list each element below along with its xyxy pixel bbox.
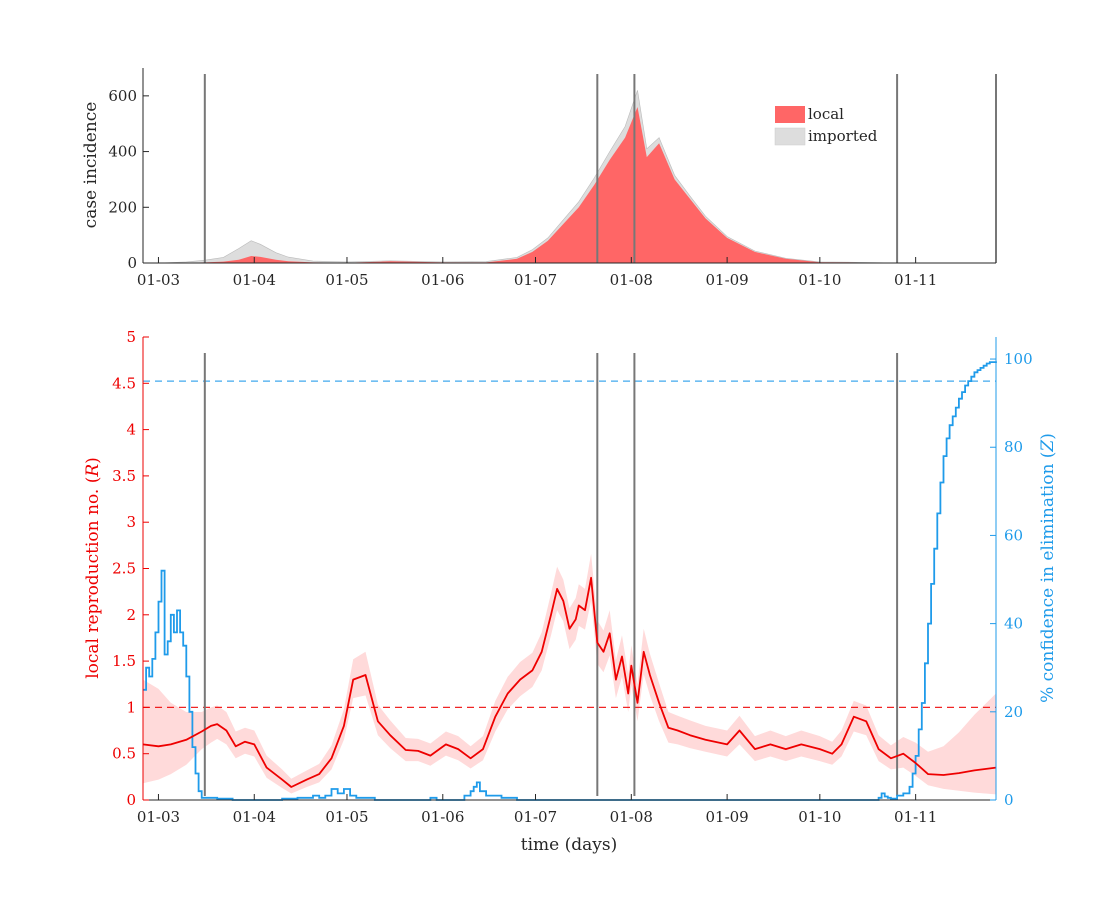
reproduction-event-lines	[203, 353, 899, 796]
y-tick-label: 2.5	[112, 560, 136, 578]
y-tick-label: 1.5	[112, 652, 136, 670]
x-axis-label: time (days)	[521, 835, 617, 855]
z-y-label: % confidence in elimination (Z)	[1038, 433, 1058, 703]
y-tick-label: 400	[108, 143, 137, 161]
legend-label-local: local	[808, 105, 844, 123]
y-tick-label: 2	[126, 606, 136, 624]
reproduction-x-ticks: 01-03 01-04 01-05 01-06 01-07 01-08 01-09 01-10…	[137, 794, 937, 826]
x-tick-label: 01-08	[610, 808, 653, 826]
incidence-x-ticks: 01-03 01-04 01-05 01-06 01-07 01-08 01-09 01-10…	[137, 257, 937, 289]
x-tick-label: 01-06	[421, 271, 464, 289]
incidence-areas	[158, 90, 997, 264]
reproduction-panel: 0 0.5 1 1.5 2 2.5 3 3.5 4 4.5 5 0 20 40 60 80 100 01-03…	[83, 328, 1058, 855]
incidence-event-lines	[203, 74, 997, 263]
y-tick-label: 200	[108, 198, 137, 216]
z-series-line	[143, 361, 997, 801]
incidence-y-ticks: 0 200 400 600	[108, 87, 149, 272]
r-series-line	[142, 576, 997, 788]
x-tick-label: 01-04	[233, 271, 276, 289]
y2-tick-label: 20	[1004, 703, 1023, 721]
y-tick-label: 4.5	[112, 374, 136, 392]
x-tick-label: 01-11	[894, 271, 937, 289]
y2-tick-label: 40	[1004, 615, 1023, 633]
y-tick-label: 0	[127, 254, 137, 272]
x-tick-label: 01-08	[610, 271, 653, 289]
r-band-area	[143, 553, 996, 795]
y-tick-label: 0.5	[112, 745, 136, 763]
z-y-ticks: 0 20 40 60 80 100	[990, 350, 1033, 809]
x-tick-label: 01-09	[705, 271, 748, 289]
r-y-label: local reproduction no. (R)	[83, 457, 103, 679]
x-tick-label: 01-07	[514, 808, 557, 826]
reference-lines	[143, 380, 996, 709]
incidence-axes	[142, 68, 996, 264]
r-credible-band	[143, 553, 996, 795]
y-tick-label: 3.5	[112, 467, 136, 485]
y2-tick-label: 0	[1004, 791, 1014, 809]
y-tick-label: 1	[126, 698, 136, 716]
r-y-ticks: 0 0.5 1 1.5 2 2.5 3 3.5 4 4.5 5	[112, 328, 149, 809]
y2-tick-label: 60	[1004, 526, 1023, 544]
x-tick-label: 01-10	[798, 808, 841, 826]
series-lines	[142, 361, 997, 801]
x-tick-label: 01-03	[137, 808, 180, 826]
local-area	[158, 107, 997, 263]
x-tick-label: 01-07	[514, 271, 557, 289]
x-tick-label: 01-11	[894, 808, 937, 826]
y2-tick-label: 100	[1004, 350, 1033, 368]
x-tick-label: 01-03	[137, 271, 180, 289]
y-tick-label: 4	[126, 421, 136, 439]
x-tick-label: 01-05	[325, 271, 368, 289]
legend-label-imported: imported	[808, 127, 878, 145]
x-tick-label: 01-04	[233, 808, 276, 826]
y-tick-label: 0	[126, 791, 136, 809]
y-tick-label: 600	[108, 87, 137, 105]
legend-swatch-imported	[774, 127, 806, 146]
y-tick-label: 3	[126, 513, 136, 531]
x-tick-label: 01-10	[798, 271, 841, 289]
x-tick-label: 01-09	[705, 808, 748, 826]
legend-swatch-local	[775, 106, 805, 123]
y2-tick-label: 80	[1004, 438, 1023, 456]
x-tick-label: 01-06	[421, 808, 464, 826]
y-tick-label: 5	[126, 328, 136, 346]
incidence-y-label: case incidence	[81, 102, 101, 229]
legend: local imported	[774, 105, 878, 146]
x-tick-label: 01-05	[325, 808, 368, 826]
